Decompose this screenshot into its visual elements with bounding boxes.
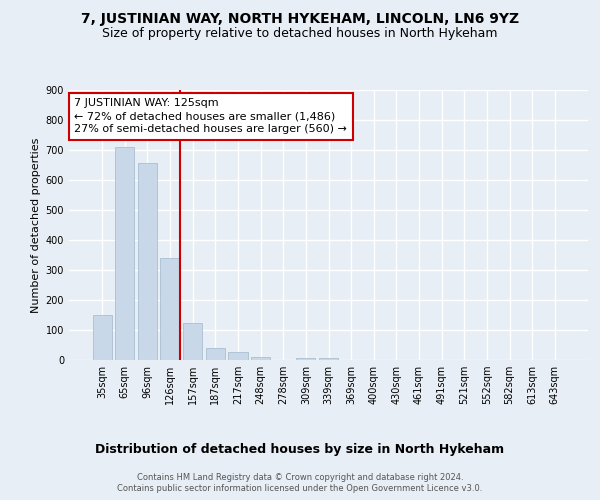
- Bar: [296, 358, 316, 360]
- Text: 7, JUSTINIAN WAY, NORTH HYKEHAM, LINCOLN, LN6 9YZ: 7, JUSTINIAN WAY, NORTH HYKEHAM, LINCOLN…: [81, 12, 519, 26]
- Bar: [229, 352, 248, 360]
- Bar: [206, 348, 225, 360]
- Text: Contains public sector information licensed under the Open Government Licence v3: Contains public sector information licen…: [118, 484, 482, 493]
- Bar: [319, 358, 338, 360]
- Text: Distribution of detached houses by size in North Hykeham: Distribution of detached houses by size …: [95, 442, 505, 456]
- Bar: [160, 258, 180, 360]
- Bar: [138, 164, 157, 360]
- Text: Contains HM Land Registry data © Crown copyright and database right 2024.: Contains HM Land Registry data © Crown c…: [137, 472, 463, 482]
- Bar: [115, 147, 134, 360]
- Text: 7 JUSTINIAN WAY: 125sqm
← 72% of detached houses are smaller (1,486)
27% of semi: 7 JUSTINIAN WAY: 125sqm ← 72% of detache…: [74, 98, 347, 134]
- Bar: [251, 357, 270, 360]
- Bar: [183, 322, 202, 360]
- Y-axis label: Number of detached properties: Number of detached properties: [31, 138, 41, 312]
- Bar: [92, 315, 112, 360]
- Text: Size of property relative to detached houses in North Hykeham: Size of property relative to detached ho…: [102, 28, 498, 40]
